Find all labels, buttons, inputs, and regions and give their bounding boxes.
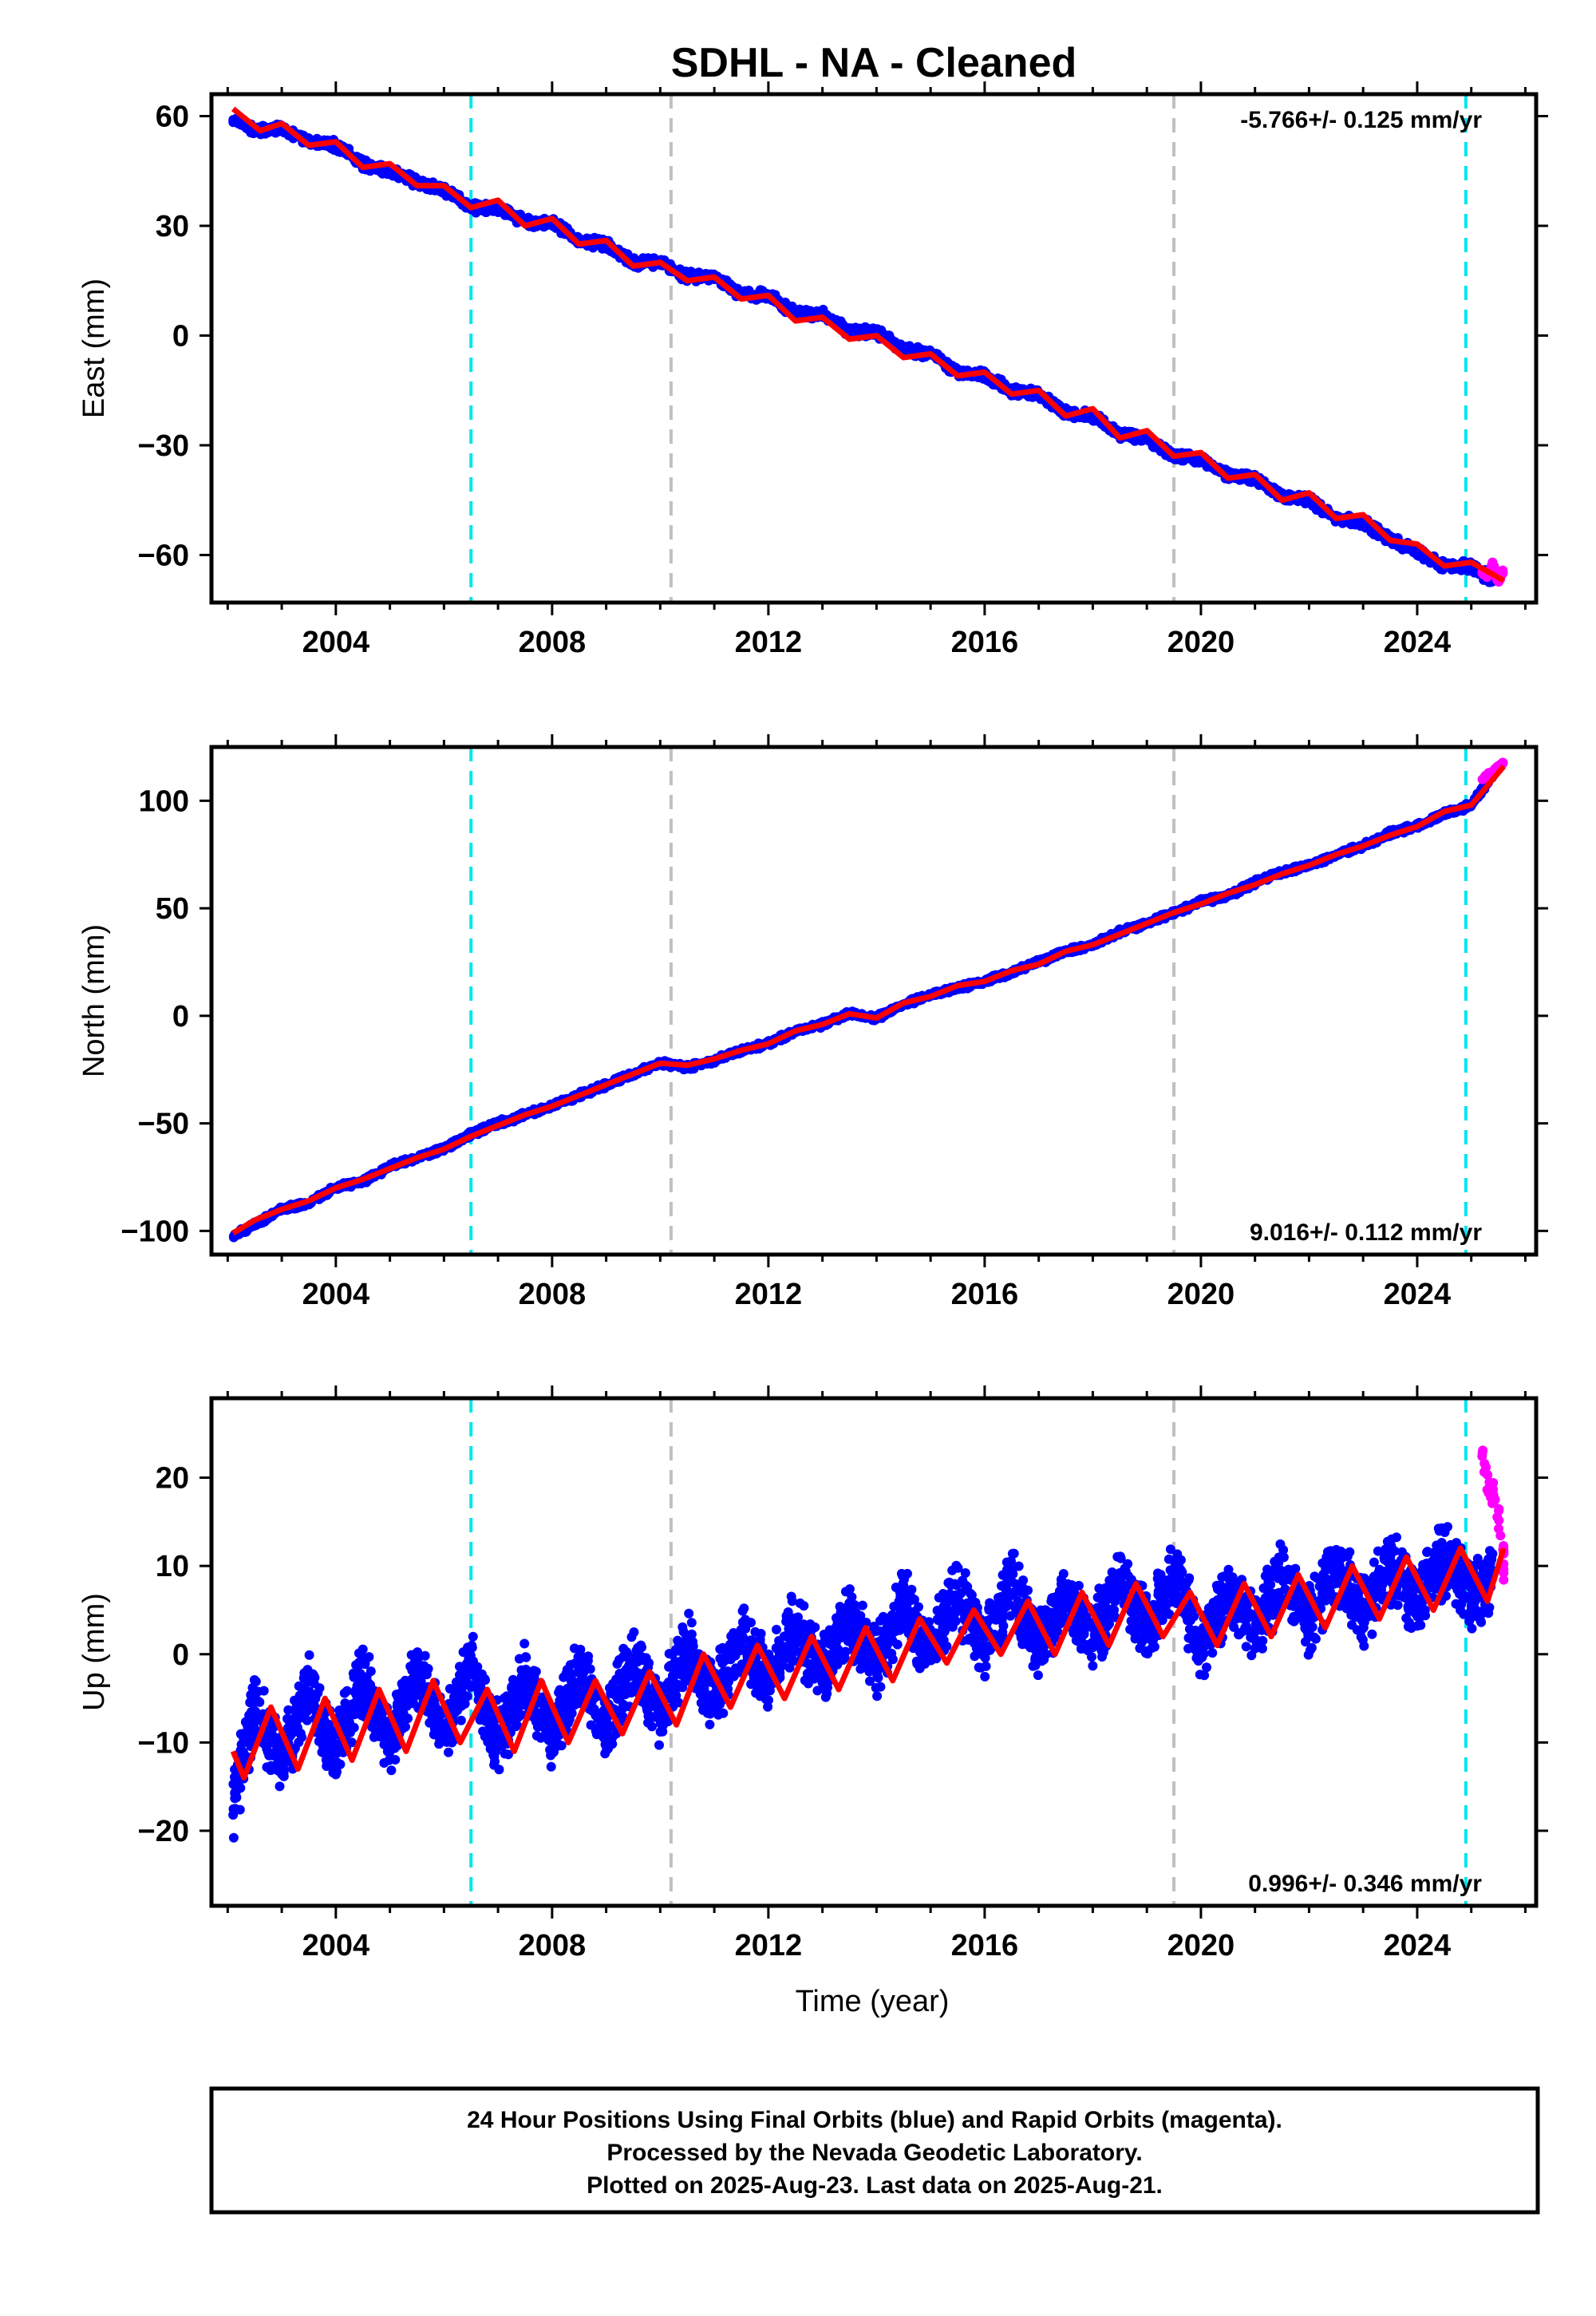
final-orbit-point bbox=[342, 1686, 352, 1696]
final-orbit-point bbox=[358, 1677, 368, 1687]
final-orbit-point bbox=[351, 1697, 361, 1707]
final-orbit-point bbox=[268, 1731, 279, 1741]
final-orbit-point bbox=[230, 1804, 240, 1814]
rapid-orbit-point bbox=[1489, 561, 1499, 571]
y-axis-label: East (mm) bbox=[77, 279, 111, 418]
final-orbit-point bbox=[493, 207, 504, 217]
x-tick-label: 2016 bbox=[951, 1278, 1019, 1311]
final-orbit-point bbox=[349, 1672, 359, 1682]
final-orbit-point bbox=[230, 1788, 240, 1797]
x-tick-label: 2012 bbox=[735, 1278, 803, 1311]
final-orbit-point bbox=[904, 341, 915, 351]
y-axis-label: North (mm) bbox=[77, 924, 111, 1077]
x-tick-label: 2012 bbox=[735, 626, 803, 659]
rapid-orbit-point bbox=[1498, 565, 1508, 575]
final-orbit-point bbox=[264, 1750, 275, 1761]
final-orbit-point bbox=[314, 1729, 325, 1739]
final-orbit-point bbox=[304, 1650, 314, 1660]
final-orbit-point bbox=[295, 1729, 306, 1738]
east-panel: −60 −30 0 30 60 2004 2008 2012 2016 2020 2024 East … bbox=[77, 81, 1548, 659]
final-orbit-point bbox=[310, 1673, 320, 1683]
y-tick-label: −60 bbox=[138, 539, 189, 572]
x-tick-label: 2020 bbox=[1167, 1278, 1235, 1311]
final-orbit-point bbox=[408, 1695, 418, 1705]
y-tick-label: 100 bbox=[139, 785, 189, 818]
final-orbit-point bbox=[294, 1690, 305, 1701]
y-tick-label: 0 bbox=[172, 1000, 189, 1034]
x-tick-label: 2008 bbox=[519, 1278, 587, 1311]
final-orbit-point bbox=[377, 167, 388, 177]
final-orbit-point bbox=[235, 1729, 246, 1739]
final-orbit-point bbox=[259, 1686, 269, 1696]
velocity-label: -5.766+/- 0.125 mm/yr bbox=[1240, 107, 1482, 133]
y-tick-label: 30 bbox=[156, 210, 189, 243]
final-orbit-point bbox=[228, 1832, 239, 1843]
final-orbit-point bbox=[297, 1701, 307, 1711]
x-tick-label: 2008 bbox=[519, 626, 587, 659]
y-tick-label: −100 bbox=[120, 1215, 189, 1248]
final-orbit-point bbox=[283, 1705, 294, 1715]
final-orbit-point bbox=[374, 1732, 385, 1741]
y-tick-label: 50 bbox=[156, 892, 189, 926]
x-tick-label: 2024 bbox=[1384, 1278, 1452, 1311]
y-tick-label: −30 bbox=[138, 429, 189, 463]
final-orbit-point bbox=[805, 306, 816, 316]
plot-frame bbox=[209, 745, 1539, 1257]
final-orbit-point bbox=[262, 1762, 272, 1773]
final-orbit-point bbox=[364, 1652, 374, 1662]
final-orbit-point bbox=[251, 1677, 261, 1686]
final-orbit-point bbox=[243, 124, 253, 134]
final-orbit-point bbox=[306, 1690, 316, 1701]
x-tick-label: 2024 bbox=[1384, 626, 1452, 659]
y-tick-label: −50 bbox=[138, 1108, 189, 1141]
x-tick-label: 2004 bbox=[302, 1278, 370, 1311]
y-tick-label: 60 bbox=[156, 100, 189, 133]
x-tick-label: 2016 bbox=[951, 626, 1019, 659]
final-orbit-point bbox=[523, 212, 534, 223]
final-orbit-point bbox=[275, 1781, 285, 1792]
final-orbit-point bbox=[361, 1687, 370, 1697]
final-orbit-point bbox=[282, 1713, 292, 1724]
final-orbit-point bbox=[294, 1681, 304, 1691]
north-panel: −100 −50 0 50 100 2004 2008 2012 2016 2020 2024 Nor… bbox=[77, 734, 1548, 1311]
final-orbit-point bbox=[228, 116, 239, 126]
final-orbit-point bbox=[373, 1709, 384, 1720]
final-orbit-point bbox=[848, 327, 858, 338]
velocity-label: 9.016+/- 0.112 mm/yr bbox=[1250, 1219, 1482, 1246]
figure-title: SDHL - NA - Cleaned bbox=[671, 40, 1077, 86]
x-tick-label: 2020 bbox=[1167, 626, 1235, 659]
final-orbit-point bbox=[279, 1768, 289, 1778]
final-orbit-point bbox=[831, 314, 841, 325]
final-orbit-point bbox=[331, 1764, 342, 1774]
y-tick-label: 0 bbox=[172, 319, 189, 353]
model-fit-line bbox=[231, 765, 1506, 1236]
final-orbit-point bbox=[250, 1694, 260, 1705]
x-tick-label: 2004 bbox=[302, 626, 370, 659]
final-orbit-point bbox=[314, 1683, 325, 1694]
